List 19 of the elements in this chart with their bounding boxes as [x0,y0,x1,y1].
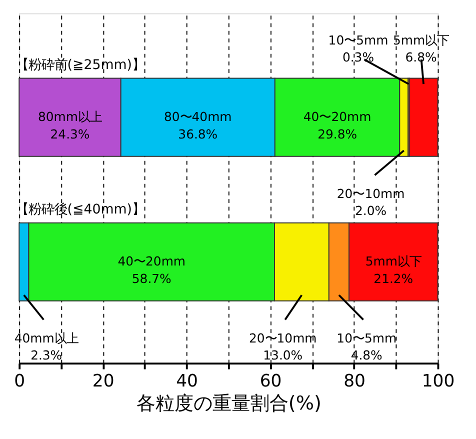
data-label: 40〜20mm 58.7% [118,254,186,286]
x-tick-label: 40 [176,371,198,392]
y-tick-label: 【粉砕前(≧25mm)】 [15,58,146,74]
data-label: 10〜5mm 4.8% [336,330,397,363]
data-label: 40〜20mm 29.8% [303,109,372,142]
x-axis-title: 各粒度の重量割合(%) [136,391,322,414]
data-label: 10〜5mm 0.3% [328,32,388,65]
data-label: 80mm以上 24.3% [38,109,102,142]
data-label: 80〜40mm 36.8% [164,109,232,142]
x-tick-label: 80 [344,371,366,392]
x-tick-label: 60 [260,371,282,392]
x-tick-label: 20 [92,371,114,392]
x-tick-label: 0 [14,371,26,392]
data-label: 5mm以下 21.2% [365,254,422,286]
data-label: 5mm以下 6.8% [392,32,450,65]
x-tick-label: 100 [422,371,455,392]
y-tick-label: 【粉砕後(≦40mm)】 [15,202,146,218]
data-label: 20〜10mm 13.0% [248,330,317,363]
data-label: 40mm以上 2.3% [14,330,78,363]
